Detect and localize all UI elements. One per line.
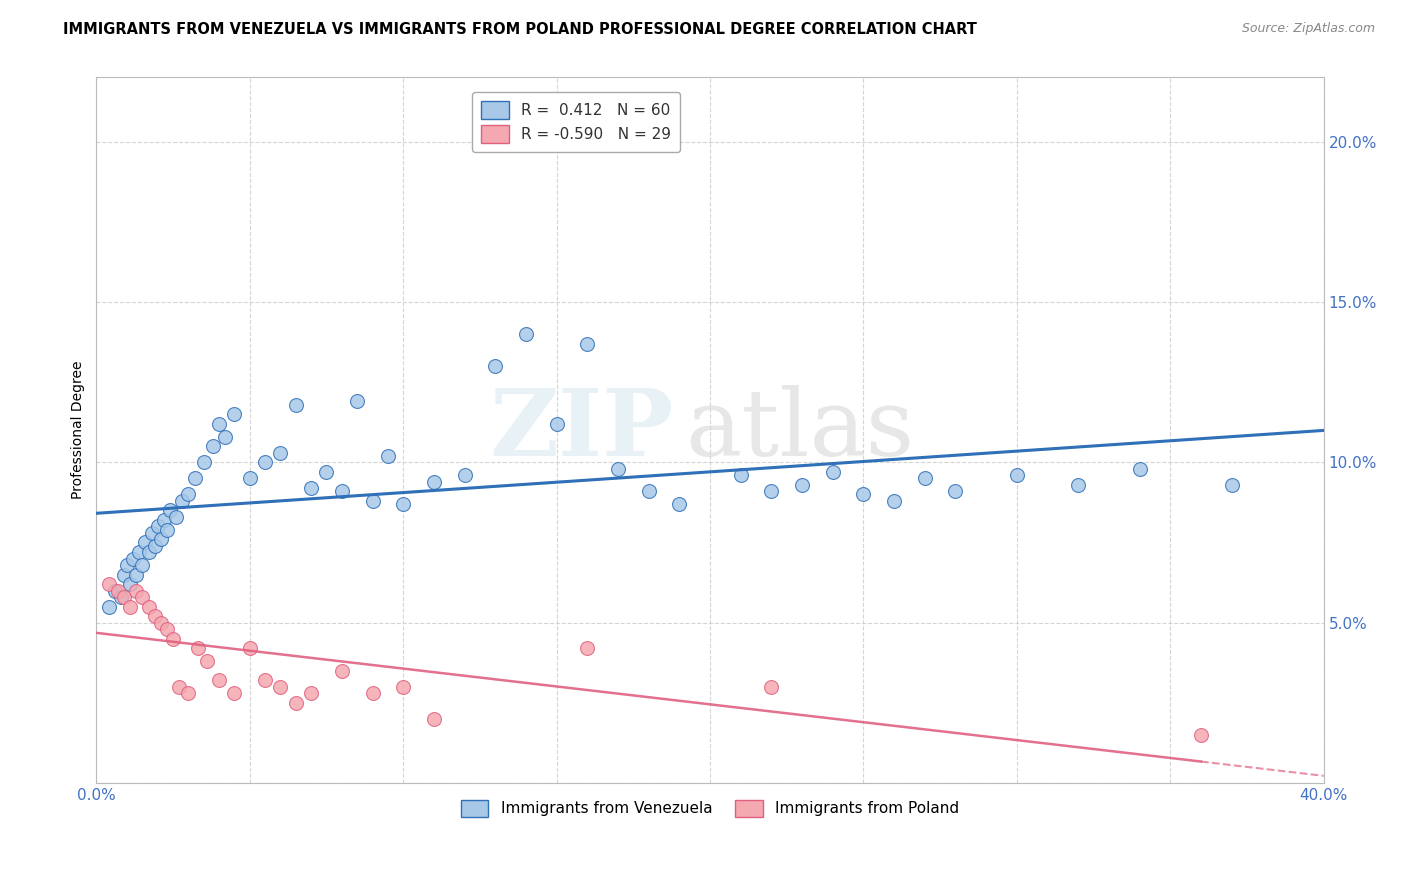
Point — [131, 558, 153, 572]
Point — [1189, 728, 1212, 742]
Legend: Immigrants from Venezuela, Immigrants from Poland: Immigrants from Venezuela, Immigrants fr… — [453, 792, 967, 825]
Point — [156, 622, 179, 636]
Text: atlas: atlas — [686, 385, 915, 475]
Point — [149, 615, 172, 630]
Point — [284, 696, 307, 710]
Point — [97, 577, 120, 591]
Point — [104, 583, 127, 598]
Point — [299, 686, 322, 700]
Point — [254, 673, 277, 688]
Point — [208, 417, 231, 431]
Point — [107, 583, 129, 598]
Point — [193, 455, 215, 469]
Point — [299, 481, 322, 495]
Point — [576, 641, 599, 656]
Point — [852, 487, 875, 501]
Point — [453, 468, 475, 483]
Point — [156, 523, 179, 537]
Point — [284, 398, 307, 412]
Point — [377, 449, 399, 463]
Point — [346, 394, 368, 409]
Point — [162, 632, 184, 646]
Point — [224, 686, 246, 700]
Point — [143, 539, 166, 553]
Point — [607, 461, 630, 475]
Point — [361, 493, 384, 508]
Point — [423, 475, 446, 489]
Point — [138, 545, 160, 559]
Point — [120, 577, 142, 591]
Point — [214, 430, 236, 444]
Point — [254, 455, 277, 469]
Point — [914, 471, 936, 485]
Point — [128, 545, 150, 559]
Point — [392, 680, 415, 694]
Point — [576, 336, 599, 351]
Point — [131, 590, 153, 604]
Y-axis label: Professional Degree: Professional Degree — [72, 361, 86, 500]
Point — [668, 497, 690, 511]
Point — [177, 487, 200, 501]
Point — [149, 533, 172, 547]
Point — [138, 599, 160, 614]
Point — [153, 513, 176, 527]
Text: IMMIGRANTS FROM VENEZUELA VS IMMIGRANTS FROM POLAND PROFESSIONAL DEGREE CORRELAT: IMMIGRANTS FROM VENEZUELA VS IMMIGRANTS … — [63, 22, 977, 37]
Point — [239, 471, 262, 485]
Point — [423, 712, 446, 726]
Point — [392, 497, 415, 511]
Point — [546, 417, 568, 431]
Point — [239, 641, 262, 656]
Point — [172, 493, 194, 508]
Point — [122, 551, 145, 566]
Point — [1067, 477, 1090, 491]
Point — [515, 326, 537, 341]
Point — [821, 465, 844, 479]
Point — [945, 484, 967, 499]
Point — [195, 654, 218, 668]
Point — [201, 439, 224, 453]
Point — [315, 465, 337, 479]
Point — [125, 583, 148, 598]
Point — [269, 680, 291, 694]
Point — [361, 686, 384, 700]
Point — [159, 503, 181, 517]
Point — [177, 686, 200, 700]
Point — [790, 477, 813, 491]
Point — [224, 407, 246, 421]
Point — [97, 599, 120, 614]
Point — [134, 535, 156, 549]
Point — [761, 484, 783, 499]
Point — [330, 484, 353, 499]
Point — [183, 471, 205, 485]
Point — [330, 664, 353, 678]
Point — [187, 641, 209, 656]
Point — [110, 590, 132, 604]
Point — [112, 590, 135, 604]
Point — [146, 519, 169, 533]
Point — [1129, 461, 1152, 475]
Point — [730, 468, 752, 483]
Point — [115, 558, 138, 572]
Point — [167, 680, 190, 694]
Point — [125, 567, 148, 582]
Point — [269, 446, 291, 460]
Text: ZIP: ZIP — [489, 385, 673, 475]
Point — [637, 484, 659, 499]
Point — [165, 509, 187, 524]
Point — [143, 609, 166, 624]
Point — [112, 567, 135, 582]
Point — [120, 599, 142, 614]
Text: Source: ZipAtlas.com: Source: ZipAtlas.com — [1241, 22, 1375, 36]
Point — [883, 493, 905, 508]
Point — [208, 673, 231, 688]
Point — [761, 680, 783, 694]
Point — [1220, 477, 1243, 491]
Point — [1005, 468, 1028, 483]
Point — [141, 525, 163, 540]
Point — [484, 359, 506, 373]
